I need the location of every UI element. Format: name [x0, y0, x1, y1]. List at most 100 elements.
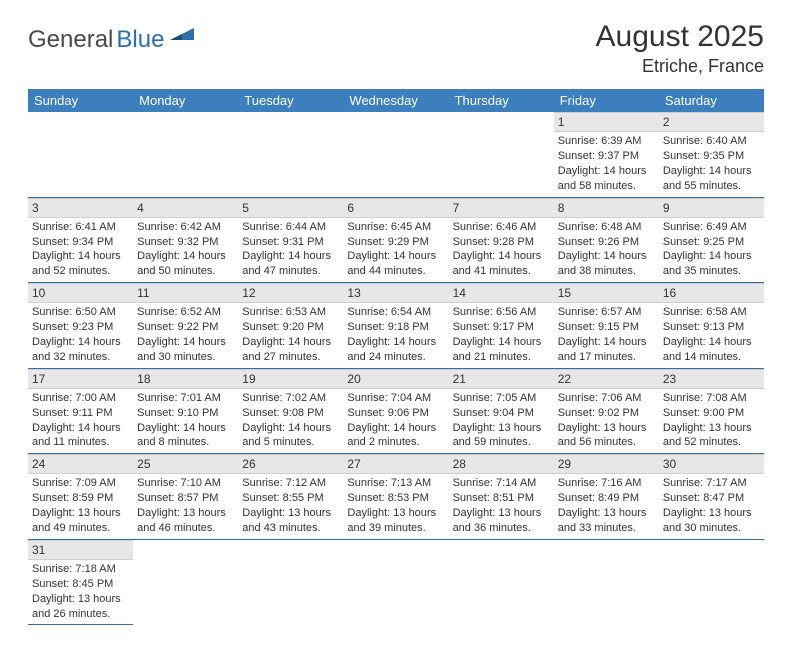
day-number: 3 [28, 198, 133, 218]
day-number: 8 [554, 198, 659, 218]
sunrise-line: Sunrise: 6:57 AM [558, 305, 655, 320]
day-details: Sunrise: 6:53 AMSunset: 9:20 PMDaylight:… [238, 303, 343, 367]
day-details: Sunrise: 6:44 AMSunset: 9:31 PMDaylight:… [238, 218, 343, 282]
sunrise-line: Sunrise: 6:54 AM [347, 305, 444, 320]
sunrise-line: Sunrise: 7:09 AM [32, 476, 129, 491]
day-details: Sunrise: 6:48 AMSunset: 9:26 PMDaylight:… [554, 218, 659, 282]
day-number: 11 [133, 283, 238, 303]
weekday-header: Tuesday [238, 89, 343, 112]
calendar-table: Sunday Monday Tuesday Wednesday Thursday… [28, 89, 764, 625]
calendar-cell: 26Sunrise: 7:12 AMSunset: 8:55 PMDayligh… [238, 454, 343, 540]
calendar-cell: 2Sunrise: 6:40 AMSunset: 9:35 PMDaylight… [659, 112, 764, 197]
sunset-line: Sunset: 8:59 PM [32, 491, 129, 506]
day-number: 4 [133, 198, 238, 218]
day-details: Sunrise: 7:04 AMSunset: 9:06 PMDaylight:… [343, 389, 448, 453]
calendar-cell: 7Sunrise: 6:46 AMSunset: 9:28 PMDaylight… [449, 197, 554, 283]
daylight-line: Daylight: 14 hours and 38 minutes. [558, 249, 655, 279]
day-details: Sunrise: 7:14 AMSunset: 8:51 PMDaylight:… [449, 474, 554, 538]
daylight-line: Daylight: 14 hours and 30 minutes. [137, 335, 234, 365]
daylight-line: Daylight: 13 hours and 46 minutes. [137, 506, 234, 536]
sunset-line: Sunset: 9:37 PM [558, 149, 655, 164]
sunrise-line: Sunrise: 7:12 AM [242, 476, 339, 491]
calendar-cell: 21Sunrise: 7:05 AMSunset: 9:04 PMDayligh… [449, 368, 554, 454]
day-number: 21 [449, 369, 554, 389]
sunset-line: Sunset: 9:18 PM [347, 320, 444, 335]
day-details: Sunrise: 6:54 AMSunset: 9:18 PMDaylight:… [343, 303, 448, 367]
calendar-cell: 30Sunrise: 7:17 AMSunset: 8:47 PMDayligh… [659, 454, 764, 540]
calendar-cell: 23Sunrise: 7:08 AMSunset: 9:00 PMDayligh… [659, 368, 764, 454]
weekday-header: Thursday [449, 89, 554, 112]
day-details: Sunrise: 7:13 AMSunset: 8:53 PMDaylight:… [343, 474, 448, 538]
calendar-cell: 24Sunrise: 7:09 AMSunset: 8:59 PMDayligh… [28, 454, 133, 540]
day-details: Sunrise: 7:05 AMSunset: 9:04 PMDaylight:… [449, 389, 554, 453]
day-details: Sunrise: 6:45 AMSunset: 9:29 PMDaylight:… [343, 218, 448, 282]
daylight-line: Daylight: 14 hours and 47 minutes. [242, 249, 339, 279]
weekday-header: Saturday [659, 89, 764, 112]
day-details: Sunrise: 7:08 AMSunset: 9:00 PMDaylight:… [659, 389, 764, 453]
sunset-line: Sunset: 9:00 PM [663, 406, 760, 421]
day-number: 6 [343, 198, 448, 218]
calendar-cell: 9Sunrise: 6:49 AMSunset: 9:25 PMDaylight… [659, 197, 764, 283]
sunrise-line: Sunrise: 6:50 AM [32, 305, 129, 320]
calendar-cell [238, 539, 343, 625]
sunrise-line: Sunrise: 7:00 AM [32, 391, 129, 406]
calendar-row: 3Sunrise: 6:41 AMSunset: 9:34 PMDaylight… [28, 197, 764, 283]
calendar-cell: 12Sunrise: 6:53 AMSunset: 9:20 PMDayligh… [238, 283, 343, 369]
day-number: 29 [554, 454, 659, 474]
sunrise-line: Sunrise: 7:10 AM [137, 476, 234, 491]
day-details: Sunrise: 6:57 AMSunset: 9:15 PMDaylight:… [554, 303, 659, 367]
calendar-cell [554, 539, 659, 625]
calendar-cell: 18Sunrise: 7:01 AMSunset: 9:10 PMDayligh… [133, 368, 238, 454]
day-number: 27 [343, 454, 448, 474]
sunset-line: Sunset: 9:29 PM [347, 235, 444, 250]
daylight-line: Daylight: 13 hours and 26 minutes. [32, 592, 129, 622]
calendar-cell: 10Sunrise: 6:50 AMSunset: 9:23 PMDayligh… [28, 283, 133, 369]
day-number: 31 [28, 540, 133, 560]
weekday-header: Sunday [28, 89, 133, 112]
day-number: 30 [659, 454, 764, 474]
calendar-cell: 3Sunrise: 6:41 AMSunset: 9:34 PMDaylight… [28, 197, 133, 283]
day-details: Sunrise: 6:46 AMSunset: 9:28 PMDaylight:… [449, 218, 554, 282]
sunrise-line: Sunrise: 6:58 AM [663, 305, 760, 320]
sunrise-line: Sunrise: 6:39 AM [558, 134, 655, 149]
day-details: Sunrise: 6:52 AMSunset: 9:22 PMDaylight:… [133, 303, 238, 367]
weekday-header: Wednesday [343, 89, 448, 112]
sunset-line: Sunset: 9:10 PM [137, 406, 234, 421]
weekday-header-row: Sunday Monday Tuesday Wednesday Thursday… [28, 89, 764, 112]
sunset-line: Sunset: 9:22 PM [137, 320, 234, 335]
daylight-line: Daylight: 14 hours and 32 minutes. [32, 335, 129, 365]
sunrise-line: Sunrise: 6:44 AM [242, 220, 339, 235]
sunrise-line: Sunrise: 6:56 AM [453, 305, 550, 320]
calendar-row: 1Sunrise: 6:39 AMSunset: 9:37 PMDaylight… [28, 112, 764, 197]
daylight-line: Daylight: 14 hours and 52 minutes. [32, 249, 129, 279]
day-number: 2 [659, 112, 764, 132]
calendar-body: 1 Sunrise: 6:39 AMSunset: 9:37 PM Daylight… [28, 112, 764, 625]
calendar-cell: 1Sunrise: 6:39 AMSunset: 9:37 PMDaylight… [554, 112, 659, 197]
daylight-line: Daylight: 14 hours and 14 minutes. [663, 335, 760, 365]
day-details: Sunrise: 7:10 AMSunset: 8:57 PMDaylight:… [133, 474, 238, 538]
sunrise-line: Sunrise: 6:48 AM [558, 220, 655, 235]
daylight-line: Daylight: 14 hours and 50 minutes. [137, 249, 234, 279]
calendar-cell [449, 539, 554, 625]
day-number: 12 [238, 283, 343, 303]
sunset-line: Sunset: 9:13 PM [663, 320, 760, 335]
day-details: Sunrise: 7:17 AMSunset: 8:47 PMDaylight:… [659, 474, 764, 538]
daylight-line: Daylight: 13 hours and 30 minutes. [663, 506, 760, 536]
day-details: Sunrise: 7:01 AMSunset: 9:10 PMDaylight:… [133, 389, 238, 453]
sunrise-line: Sunrise: 6:42 AM [137, 220, 234, 235]
calendar-cell: 25Sunrise: 7:10 AMSunset: 8:57 PMDayligh… [133, 454, 238, 540]
day-number: 15 [554, 283, 659, 303]
calendar-cell: 29Sunrise: 7:16 AMSunset: 8:49 PMDayligh… [554, 454, 659, 540]
day-number: 23 [659, 369, 764, 389]
sunrise-line: Sunrise: 7:02 AM [242, 391, 339, 406]
sunrise-line: Sunrise: 6:49 AM [663, 220, 760, 235]
day-details: Sunrise: 7:02 AMSunset: 9:08 PMDaylight:… [238, 389, 343, 453]
daylight-line: Daylight: 14 hours and 21 minutes. [453, 335, 550, 365]
day-number: 1 [554, 112, 659, 132]
daylight-line: Daylight: 14 hours and 5 minutes. [242, 421, 339, 451]
day-number: 5 [238, 198, 343, 218]
day-details: Sunrise: 6:41 AMSunset: 9:34 PMDaylight:… [28, 218, 133, 282]
sunrise-line: Sunrise: 7:14 AM [453, 476, 550, 491]
day-number: 24 [28, 454, 133, 474]
sunset-line: Sunset: 8:45 PM [32, 577, 129, 592]
